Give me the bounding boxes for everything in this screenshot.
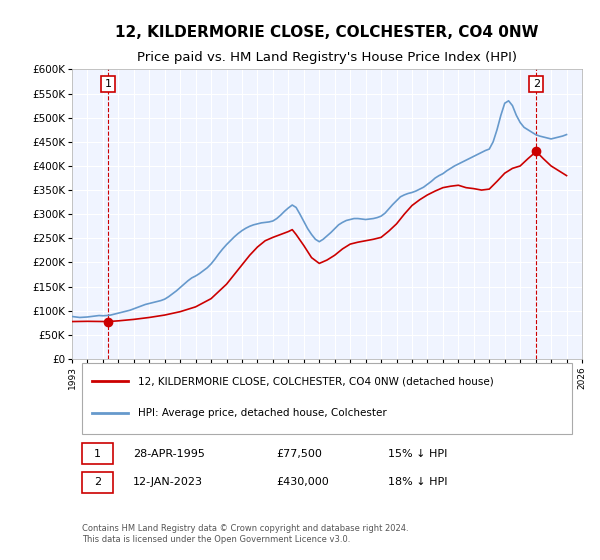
Text: 15% ↓ HPI: 15% ↓ HPI — [388, 449, 448, 459]
Text: 28-APR-1995: 28-APR-1995 — [133, 449, 205, 459]
Text: 12, KILDERMORIE CLOSE, COLCHESTER, CO4 0NW: 12, KILDERMORIE CLOSE, COLCHESTER, CO4 0… — [115, 25, 539, 40]
FancyBboxPatch shape — [82, 363, 572, 434]
Text: £430,000: £430,000 — [276, 477, 329, 487]
Text: 1: 1 — [104, 79, 112, 89]
Text: Contains HM Land Registry data © Crown copyright and database right 2024.
This d: Contains HM Land Registry data © Crown c… — [82, 524, 409, 544]
Text: Price paid vs. HM Land Registry's House Price Index (HPI): Price paid vs. HM Land Registry's House … — [137, 51, 517, 64]
Text: 12, KILDERMORIE CLOSE, COLCHESTER, CO4 0NW (detached house): 12, KILDERMORIE CLOSE, COLCHESTER, CO4 0… — [139, 376, 494, 386]
Text: 2: 2 — [533, 79, 540, 89]
Text: 18% ↓ HPI: 18% ↓ HPI — [388, 477, 448, 487]
Text: 1: 1 — [94, 449, 101, 459]
Text: 2: 2 — [94, 477, 101, 487]
Text: £77,500: £77,500 — [276, 449, 322, 459]
FancyBboxPatch shape — [82, 443, 113, 464]
Text: 12-JAN-2023: 12-JAN-2023 — [133, 477, 203, 487]
Text: HPI: Average price, detached house, Colchester: HPI: Average price, detached house, Colc… — [139, 408, 387, 418]
FancyBboxPatch shape — [82, 472, 113, 493]
